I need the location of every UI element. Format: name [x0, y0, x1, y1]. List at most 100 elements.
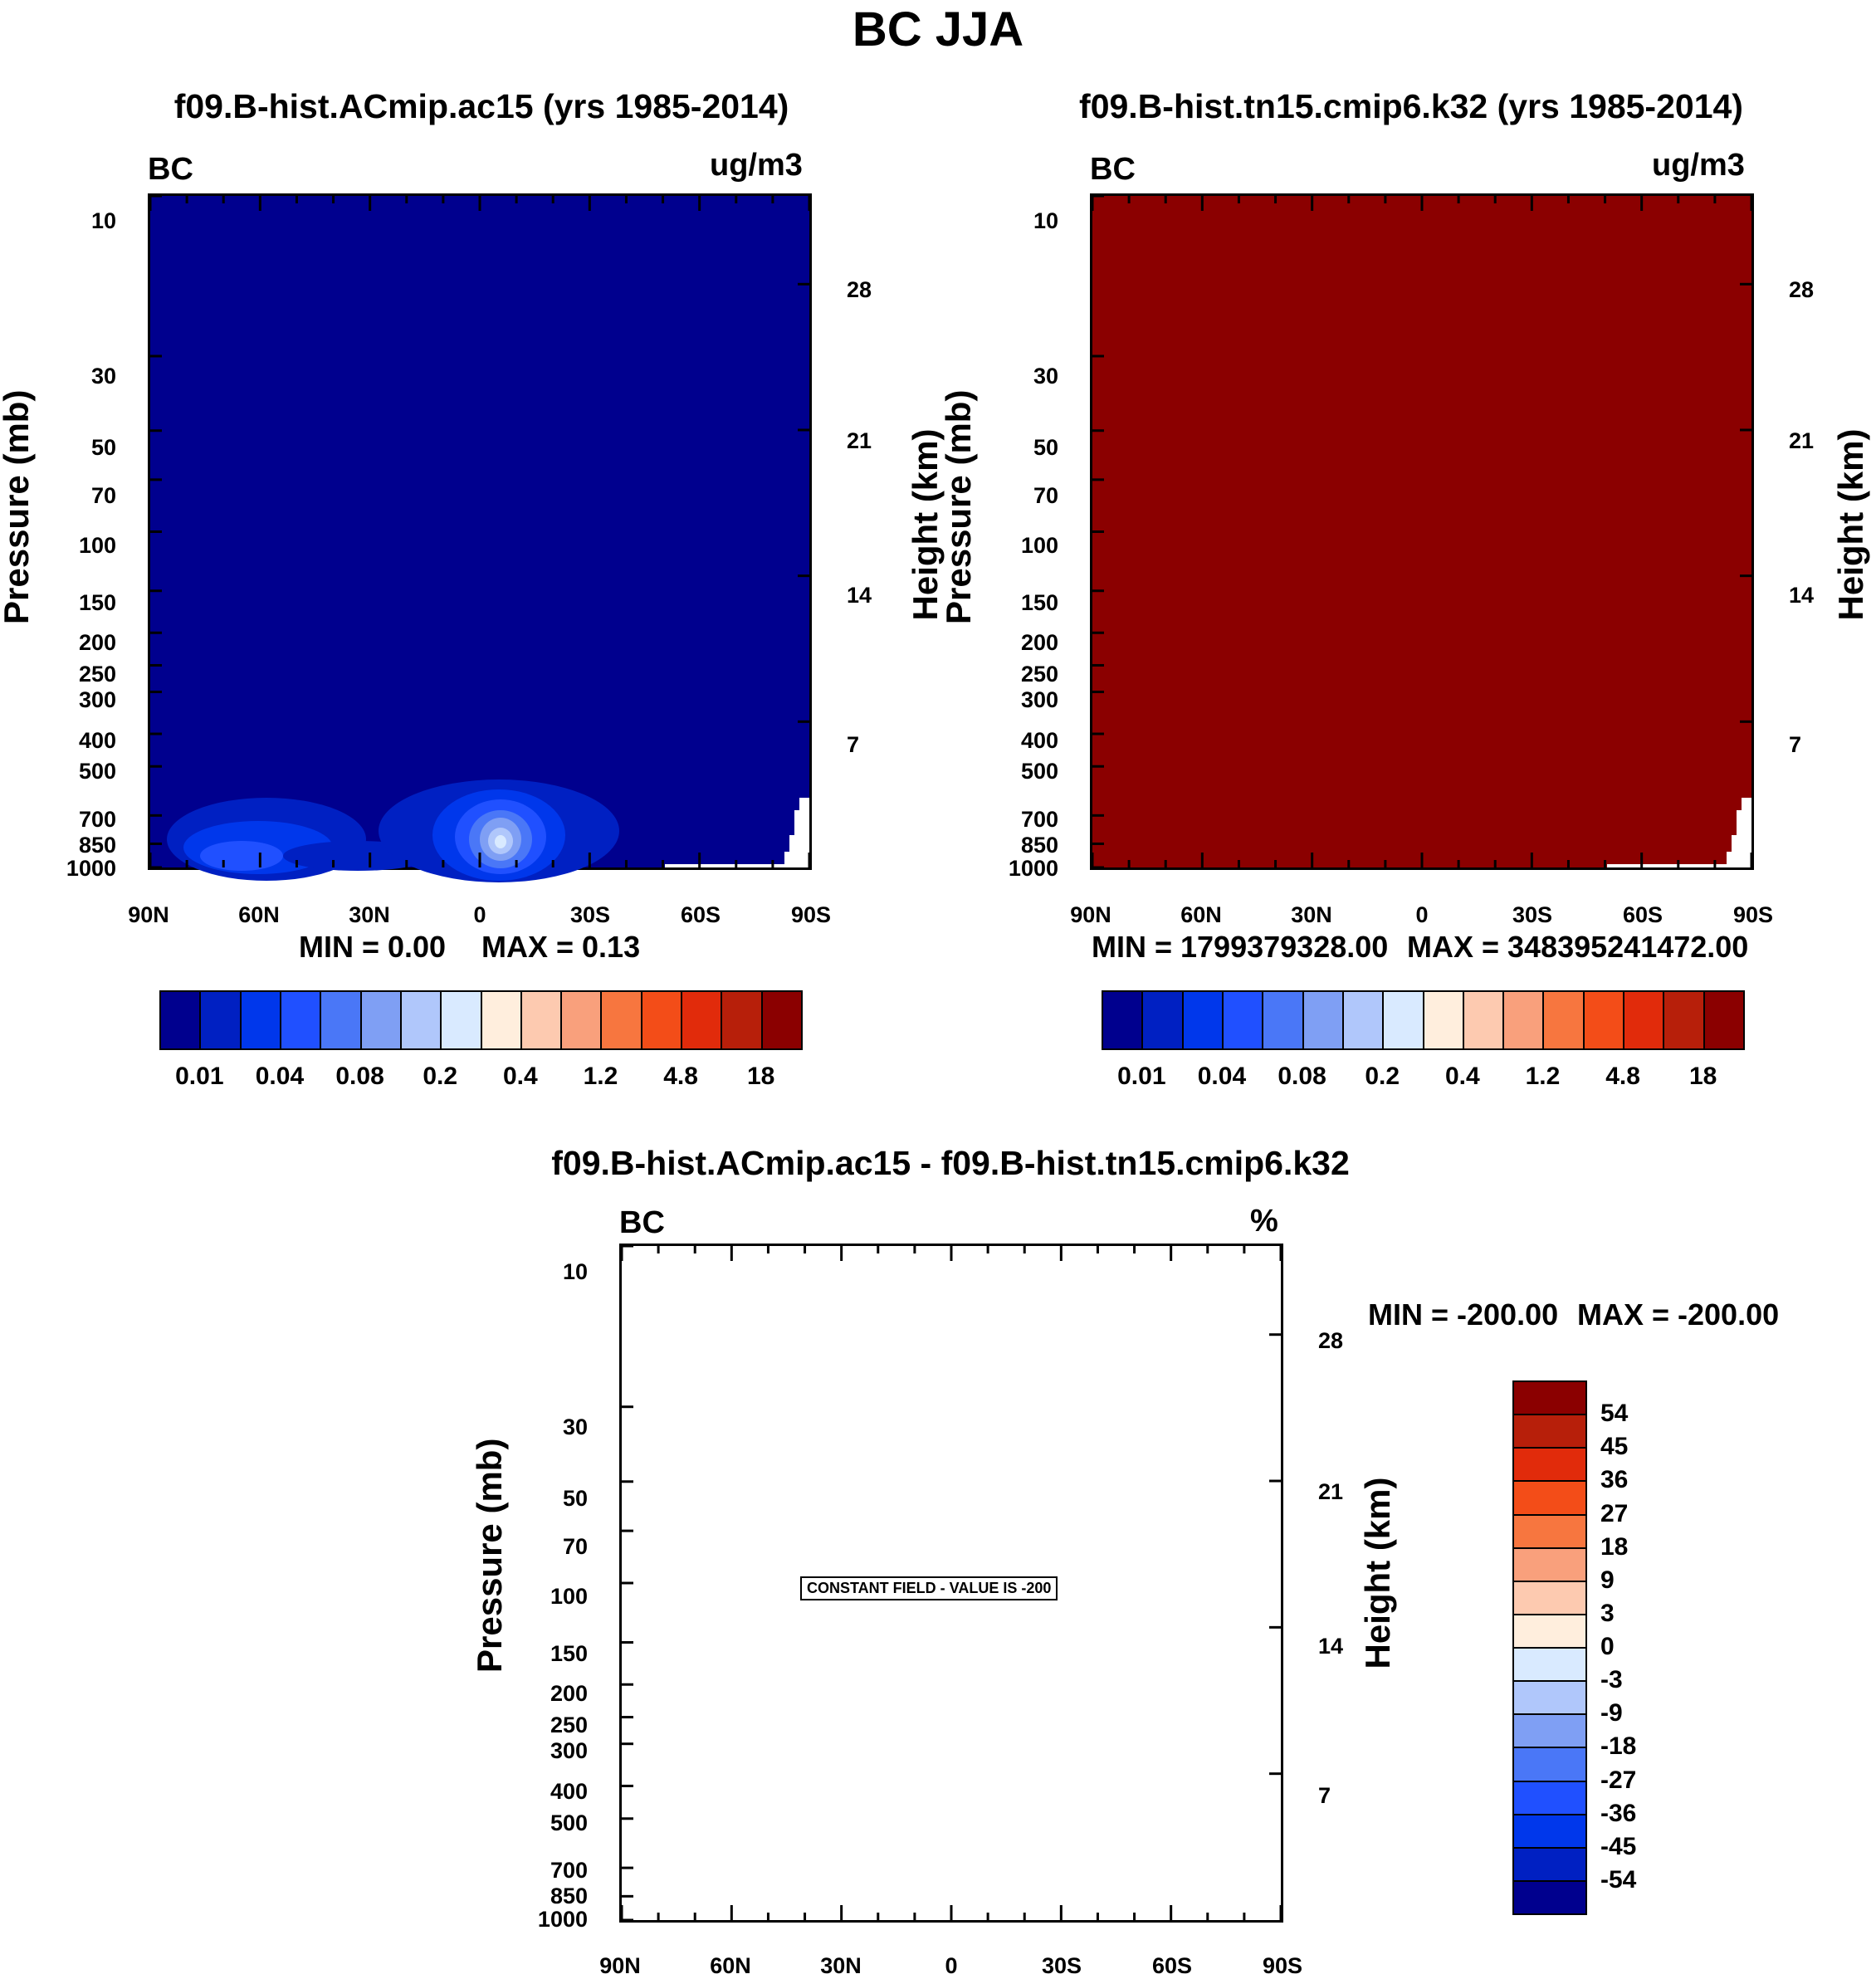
panel1-colorbar-tick-label: 0.2: [423, 1063, 458, 1090]
panel3-colorbar-tick-label: -36: [1600, 1799, 1637, 1827]
panel2-x-tick-60s: 60S: [1622, 902, 1663, 927]
panel1-y-tick-150: 150: [78, 590, 116, 615]
panel1-colorbar-cell: [600, 990, 642, 1050]
panel2-y-tick-200: 200: [1020, 630, 1058, 655]
panel1-colorbar-cell: [721, 990, 763, 1050]
panel3-colorbar-tick-label: 27: [1600, 1499, 1629, 1527]
panel3-colorbar-cell: [1512, 1647, 1587, 1683]
panel2-colorbar-cell: [1341, 990, 1385, 1050]
panel1-colorbar-cell: [199, 990, 242, 1050]
panel3-colorbar-cell: [1512, 1747, 1587, 1782]
panel3-y-tick-500: 500: [550, 1810, 588, 1835]
panel2-colorbar-tick-label: 0.04: [1197, 1063, 1247, 1090]
panel1-y-tick-250: 250: [78, 662, 116, 687]
panel2-colorbar-cell: [1382, 990, 1424, 1050]
panel2-colorbar-cell: [1422, 990, 1464, 1050]
panel3-colorbar-cell: [1512, 1380, 1587, 1416]
panel1-y-tick-850: 850: [78, 833, 116, 858]
panel2-x-tick-90n: 90N: [1070, 902, 1111, 927]
panel2-h-tick-21: 21: [1789, 428, 1815, 453]
panel1-x-tick-90n: 90N: [128, 902, 169, 927]
panel2-colorbar-cell: [1462, 990, 1505, 1050]
panel2-variable-label: BC: [1090, 152, 1136, 187]
panel2-y-tick-850: 850: [1020, 833, 1058, 858]
panel1-colorbar-tick-label: 1.2: [583, 1063, 618, 1090]
panel2-colorbar-tick-label: 0.01: [1117, 1063, 1166, 1090]
panel2-y-tick-700: 700: [1020, 807, 1058, 832]
panel2-colorbar-tick-label: 0.2: [1365, 1063, 1400, 1090]
panel3-y-tick-400: 400: [550, 1779, 588, 1804]
panel2-colorbar-cell: [1542, 990, 1585, 1050]
panel1-colorbar-cell: [239, 990, 281, 1050]
panel2-y-tick-10: 10: [1033, 208, 1058, 233]
panel2-colorbar-tick-label: 0.08: [1278, 1063, 1326, 1090]
panel2-colorbar-tick-label: 1.2: [1525, 1063, 1561, 1090]
panel3-colorbar-tick-label: -3: [1600, 1666, 1623, 1694]
panel2-colorbar-cell: [1181, 990, 1224, 1050]
panel3-colorbar-tick-label: -45: [1600, 1832, 1637, 1860]
panel3-units-label: %: [1250, 1204, 1278, 1239]
panel1-colorbar-cell: [320, 990, 362, 1050]
panel2-x-tick-30n: 30N: [1291, 902, 1332, 927]
panel3-colorbar-cell: [1512, 1780, 1587, 1815]
panel1-units-label: ug/m3: [710, 148, 803, 183]
panel1-colorbar-cell: [359, 990, 402, 1050]
panel1-h-tick-21: 21: [847, 428, 872, 453]
panel3-x-tick-90s: 90S: [1262, 1953, 1303, 1978]
panel1-colorbar-cell: [440, 990, 482, 1050]
panel3-y-axis-title: Pressure (mb): [470, 1438, 509, 1673]
panel2-y-axis-title: Pressure (mb): [939, 389, 978, 624]
panel3-title: f09.B-hist.ACmip.ac15 - f09.B-hist.tn15.…: [551, 1144, 1350, 1182]
panel3-ticks: [620, 1244, 1282, 1922]
panel1-y-tick-400: 400: [78, 728, 116, 753]
panel1-y-tick-1000: 1000: [66, 856, 116, 881]
panel3-colorbar-cell: [1512, 1713, 1587, 1749]
panel1-colorbar-cell: [640, 990, 683, 1050]
panel2-y-tick-100: 100: [1020, 533, 1058, 558]
panel1-colorbar-cell: [760, 990, 803, 1050]
panel3-constant-field-notice: CONSTANT FIELD - VALUE IS -200: [800, 1576, 1058, 1600]
panel2-ticks: [1091, 194, 1753, 869]
panel2-colorbar-labels: 0.01 0.04 0.08 0.2 0.4 1.2 4.8 18: [1102, 1063, 1743, 1096]
panel3-plot-area: CONSTANT FIELD - VALUE IS -200: [619, 1244, 1283, 1923]
panel1-colorbar-cell: [279, 990, 322, 1050]
panel3-y-tick-150: 150: [550, 1641, 588, 1666]
panel2-max-label: MAX = 348395241472.00: [1407, 930, 1749, 964]
panel2-colorbar-tick-label: 18: [1689, 1063, 1717, 1090]
panel1-contour-eq-6: [495, 835, 506, 848]
panel3-y-tick-200: 200: [550, 1681, 588, 1706]
panel3-variable-label: BC: [619, 1205, 665, 1240]
panel2-min-label: MIN = 1799379328.00: [1092, 930, 1389, 964]
panel1-colorbar-tick-label: 0.01: [175, 1063, 224, 1090]
panel2-y-axis-right-title: Height (km): [1831, 428, 1870, 621]
panel1-max-label: MAX = 0.13: [481, 930, 641, 964]
panel2-colorbar-cell: [1582, 990, 1625, 1050]
panel3-colorbar-tick-label: -9: [1600, 1699, 1623, 1727]
panel2-y-tick-1000: 1000: [1008, 856, 1058, 881]
panel3-y-tick-10: 10: [562, 1259, 588, 1284]
panel3-y-tick-30: 30: [562, 1415, 588, 1439]
panel1-colorbar-tick-label: 0.4: [502, 1063, 538, 1090]
panel1-x-tick-60s: 60S: [680, 902, 721, 927]
panel1-min-label: MIN = 0.00: [299, 930, 447, 964]
panel1-x-tick-30n: 30N: [349, 902, 390, 927]
panel2-y-tick-400: 400: [1020, 728, 1058, 753]
panel1-colorbar-labels: 0.01 0.04 0.08 0.2 0.4 1.2 4.8 18: [159, 1063, 801, 1096]
panel2-colorbar: [1102, 990, 1745, 1050]
panel3-x-tick-0: 0: [945, 1953, 958, 1978]
panel3-colorbar-cell: [1512, 1813, 1587, 1849]
panel1-h-tick-7: 7: [847, 732, 860, 757]
panel1-ticks: [149, 194, 811, 869]
panel3-h-tick-28: 28: [1318, 1328, 1344, 1353]
panel2-colorbar-cell: [1703, 990, 1745, 1050]
panel3-h-tick-21: 21: [1318, 1479, 1344, 1504]
panel1-y-tick-200: 200: [78, 630, 116, 655]
panel3-h-tick-7: 7: [1318, 1783, 1331, 1808]
panel2-x-tick-0: 0: [1415, 902, 1429, 927]
panel1-y-tick-10: 10: [90, 208, 116, 233]
panel3-y-axis-right-title: Height (km): [1358, 1477, 1397, 1669]
panel2-colorbar-cell: [1623, 990, 1665, 1050]
panel3-y-tick-1000: 1000: [537, 1907, 588, 1932]
panel3-y-tick-700: 700: [550, 1858, 588, 1883]
panel1-y-axis-title: Pressure (mb): [0, 389, 36, 624]
